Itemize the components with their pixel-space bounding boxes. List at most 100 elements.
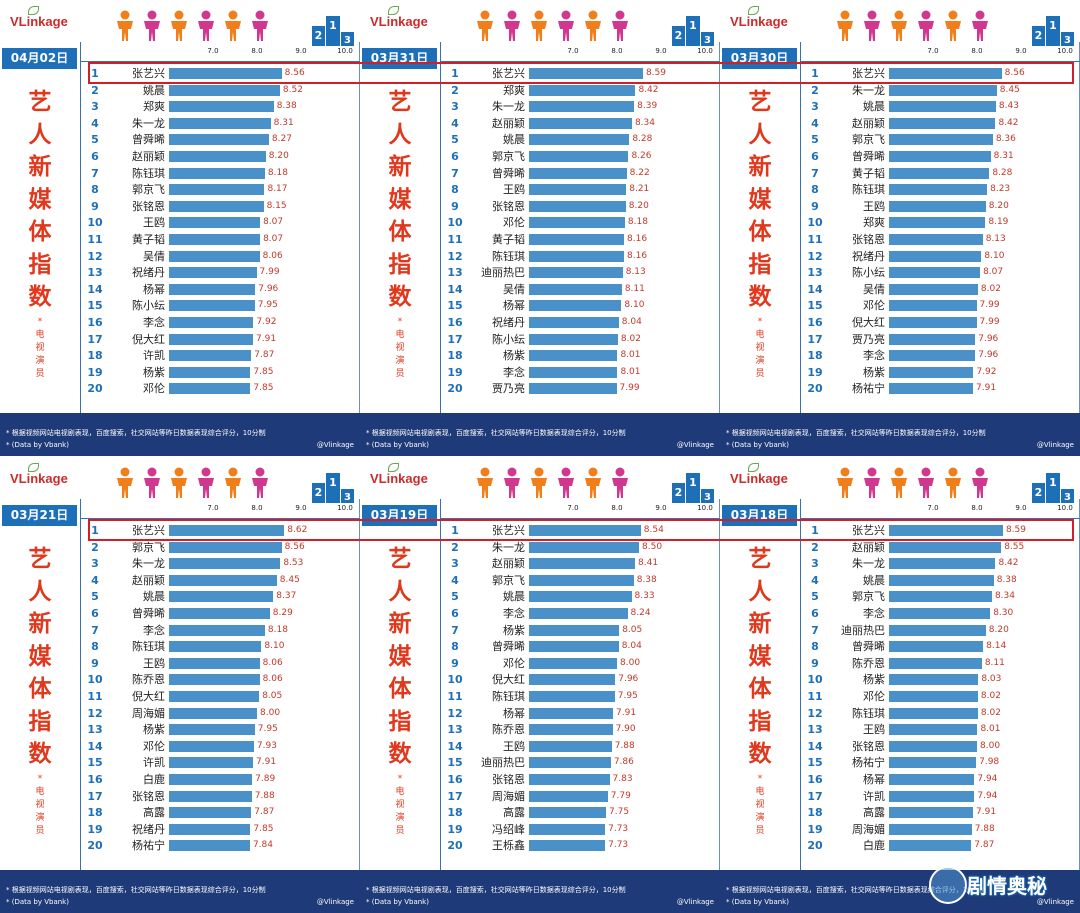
artist-name: 赵丽颖 <box>852 116 885 130</box>
person-icon <box>943 10 963 42</box>
rank-number: 18 <box>807 349 823 363</box>
vertical-title-char: 体 <box>388 219 412 245</box>
score-label: 8.13 <box>625 267 646 278</box>
person-icon <box>475 467 495 499</box>
table-row: 12 周海媚 8.00 <box>80 705 360 722</box>
artist-name: 姚晨 <box>503 133 525 147</box>
x-tick-label: 8.0 <box>251 47 263 55</box>
rank-number: 8 <box>811 640 819 654</box>
score-bar <box>889 840 972 852</box>
score-bar <box>169 790 252 802</box>
person-icon <box>115 467 135 499</box>
score-bar <box>529 674 616 686</box>
score-label: 7.91 <box>976 383 997 394</box>
score-label: 8.20 <box>628 200 649 211</box>
footer-bar: * 根据视频网站电视剧表现，百度搜索，社交网站等昨日数据表现综合评分，10分制 *… <box>360 413 720 456</box>
artist-name: 赵丽颖 <box>492 557 525 571</box>
score-bar <box>529 101 635 113</box>
table-row: 1 张艺兴 8.59 <box>440 65 720 82</box>
rank-number: 2 <box>451 83 459 97</box>
score-bar <box>169 366 251 378</box>
table-row: 20 杨祐宁 7.91 <box>800 380 1080 397</box>
table-row: 7 黄子韬 8.28 <box>800 165 1080 182</box>
artist-name: 倪大红 <box>492 673 525 687</box>
rank-number: 10 <box>447 216 463 230</box>
vertical-subtitle-char: * <box>757 317 763 327</box>
vertical-subtitle-char: 员 <box>35 826 45 836</box>
score-bar <box>529 757 611 769</box>
table-row: 2 赵丽颖 8.55 <box>800 539 1080 556</box>
table-row: 1 张艺兴 8.56 <box>80 65 360 82</box>
vertical-title-char: 艺 <box>388 89 412 115</box>
artist-name: 郑爽 <box>143 100 165 114</box>
score-bar <box>889 541 1002 553</box>
artist-name: 王鸥 <box>863 723 885 737</box>
artist-name: 姚晨 <box>503 590 525 604</box>
footer-bar: * 根据视频网站电视剧表现，百度搜索，社交网站等昨日数据表现综合评分，10分制 *… <box>720 413 1080 456</box>
table-row: 14 杨幂 7.96 <box>80 281 360 298</box>
panel-divider <box>719 499 720 871</box>
rank-number: 9 <box>811 199 819 213</box>
rank-number: 19 <box>807 365 823 379</box>
score-bar <box>889 366 974 378</box>
rank-number: 4 <box>91 573 99 587</box>
score-label: 8.62 <box>287 525 308 535</box>
person-icon <box>970 10 990 42</box>
rank-number: 18 <box>87 806 103 820</box>
artist-name: 张铭恩 <box>132 199 165 213</box>
table-row: 11 陈钰琪 7.95 <box>440 688 720 705</box>
score-label: 8.00 <box>260 707 281 718</box>
rank-number: 15 <box>807 299 823 313</box>
svg-text:1: 1 <box>1049 19 1057 32</box>
rank-number: 1 <box>451 67 459 80</box>
artist-name: 李念 <box>863 349 885 363</box>
artist-name: 郭京飞 <box>132 540 165 554</box>
rank-number: 14 <box>87 739 103 753</box>
rank-number: 19 <box>807 822 823 836</box>
vertical-title-char: 体 <box>388 676 412 702</box>
vertical-subtitle-char: * <box>757 774 763 784</box>
vlinkage-logo: VLinkage <box>10 471 68 486</box>
vertical-title: 艺人新媒体指数 <box>10 86 70 314</box>
score-bar <box>529 383 617 395</box>
rank-number: 8 <box>451 640 459 654</box>
score-bar <box>169 84 280 96</box>
table-row: 17 陈小纭 8.02 <box>440 331 720 348</box>
x-tick-label: 7.0 <box>207 47 219 55</box>
x-tick-label: 8.0 <box>611 47 623 55</box>
table-row: 3 赵丽颖 8.41 <box>440 555 720 572</box>
vertical-title-char: 艺 <box>388 546 412 572</box>
person-icon <box>250 10 270 42</box>
artist-name: 吴倩 <box>143 249 165 263</box>
x-tick-label: 7.0 <box>927 504 939 512</box>
chart-date: 03月30日 <box>722 48 797 69</box>
artist-name: 杨紫 <box>503 623 525 637</box>
score-label: 7.86 <box>613 757 634 768</box>
table-row: 9 张铭恩 8.15 <box>80 198 360 215</box>
score-label: 7.85 <box>253 383 274 394</box>
footer-weibo: @Vlinkage <box>1036 898 1074 906</box>
score-bar <box>529 250 625 262</box>
table-row: 2 朱一龙 8.45 <box>800 82 1080 99</box>
vertical-title-char: 艺 <box>748 546 772 572</box>
score-bar <box>889 167 990 179</box>
score-bar <box>529 624 620 636</box>
person-icon <box>115 10 135 42</box>
score-bar <box>889 84 997 96</box>
score-label: 8.31 <box>273 117 294 128</box>
leaf-icon <box>388 463 399 472</box>
table-row: 2 郭京飞 8.56 <box>80 539 360 556</box>
artist-name: 白鹿 <box>143 773 165 786</box>
score-label: 7.89 <box>255 774 276 784</box>
score-label: 8.29 <box>272 608 293 618</box>
artist-name: 倪大红 <box>132 690 165 703</box>
table-row: 10 陈乔恩 8.06 <box>80 671 360 688</box>
score-label: 7.88 <box>974 823 995 834</box>
score-label: 7.92 <box>976 366 997 377</box>
score-bar <box>889 250 982 262</box>
rank-number: 14 <box>807 282 823 296</box>
rank-number: 8 <box>451 183 459 197</box>
score-label: 7.94 <box>977 774 998 784</box>
svg-text:3: 3 <box>1064 35 1071 46</box>
